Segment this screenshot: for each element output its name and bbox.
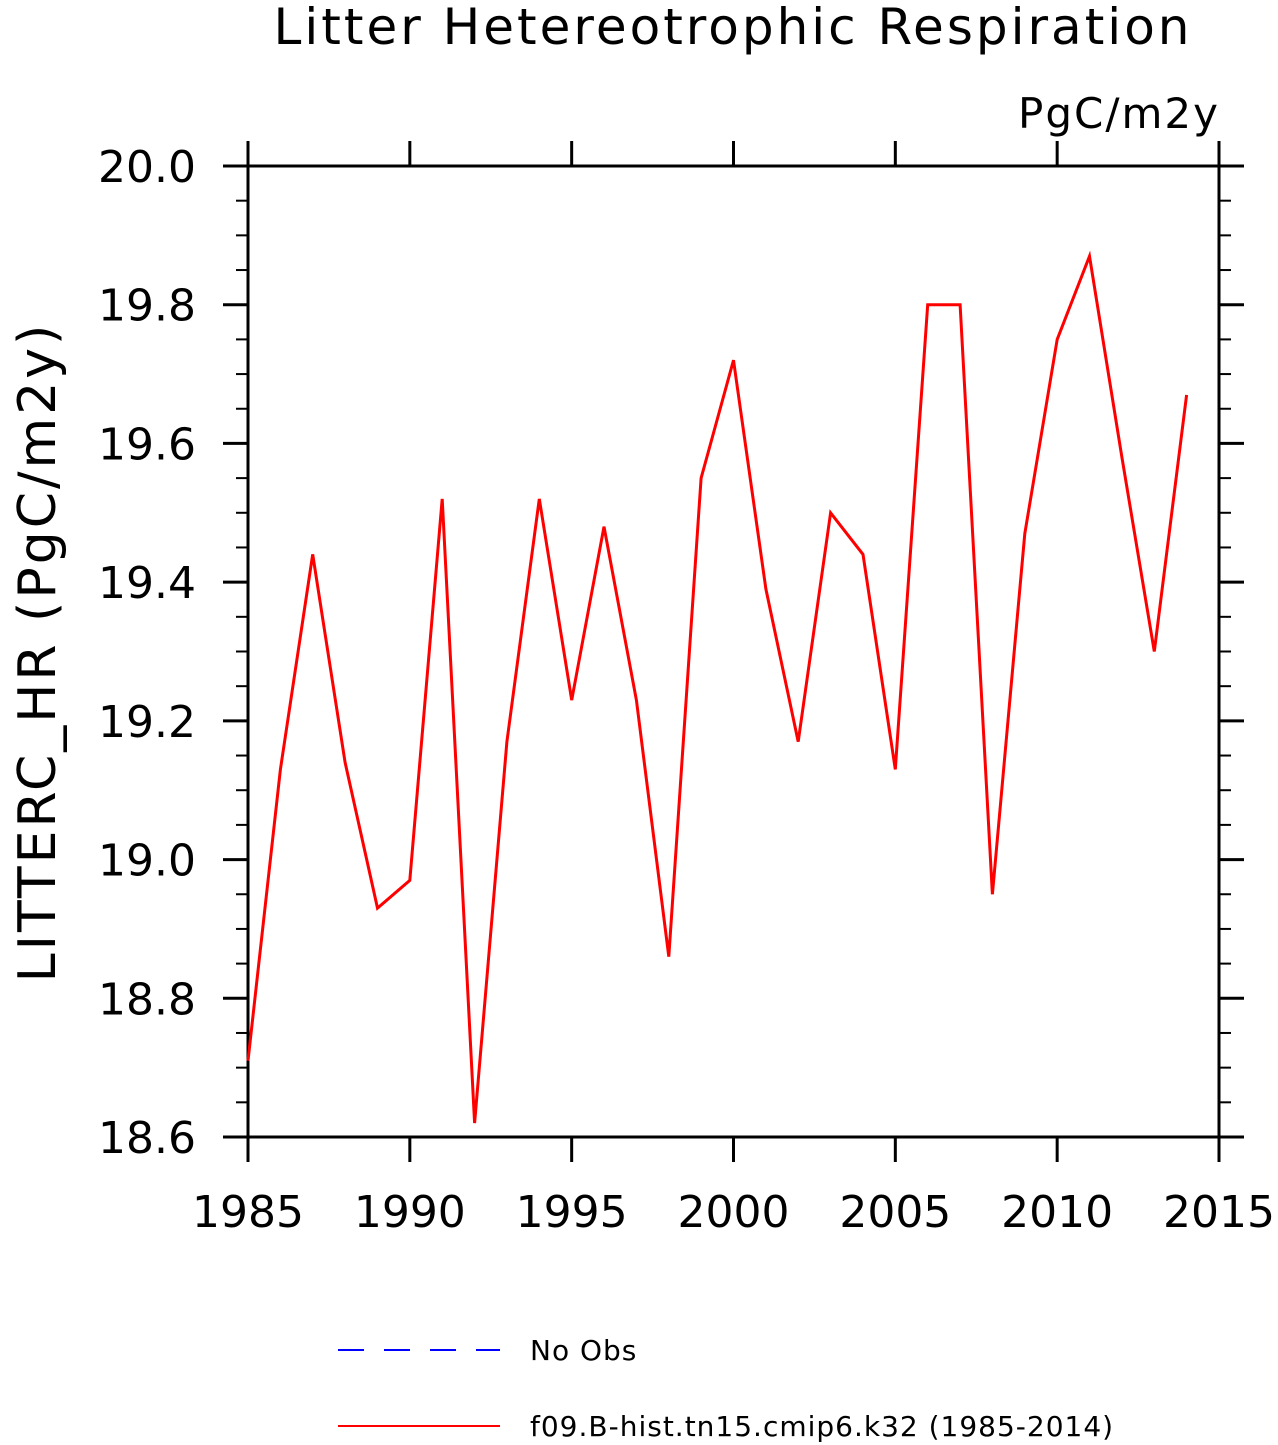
legend-label: No Obs [530,1334,637,1367]
x-tick-label: 1990 [354,1187,466,1238]
series-layer [246,250,1189,1124]
x-axis-ticks: 1985 1990 1995 2000 2005 2010 2015 [192,141,1275,1238]
y-tick-label: 19.4 [98,558,196,609]
x-tick-label: 2015 [1163,1187,1275,1238]
y-tick-label: 19.0 [98,836,196,887]
legend: No Obs f09.B-hist.tn15.cmip6.k32 (1985-20… [338,1334,1114,1443]
units-label: PgC/m2y [1018,89,1220,138]
series-line [246,250,1189,1124]
y-tick-label: 19.2 [98,697,196,748]
plot-border [246,164,1221,1139]
y-tick-label: 20.0 [98,142,196,193]
x-tick-label: 2010 [1001,1187,1113,1238]
y-axis-label: LITTERC_HR (PgC/m2y) [8,322,68,983]
x-tick-label: 2000 [678,1187,790,1238]
x-tick-label: 1985 [192,1187,304,1238]
plot-frame [246,164,1221,1139]
y-tick-label: 18.6 [98,1113,196,1164]
x-tick-label: 2005 [839,1187,951,1238]
y-tick-label: 19.6 [98,419,196,470]
y-tick-label: 19.8 [98,281,196,332]
y-tick-label: 18.8 [98,974,196,1025]
y-axis-ticks: 18.6 18.8 19.0 19.2 19.4 19.6 19.8 20.0 [98,142,1244,1164]
chart-title: Litter Hetereotrophic Respiration [274,0,1193,56]
legend-label: f09.B-hist.tn15.cmip6.k32 (1985-2014) [530,1410,1114,1443]
x-tick-label: 1995 [516,1187,628,1238]
